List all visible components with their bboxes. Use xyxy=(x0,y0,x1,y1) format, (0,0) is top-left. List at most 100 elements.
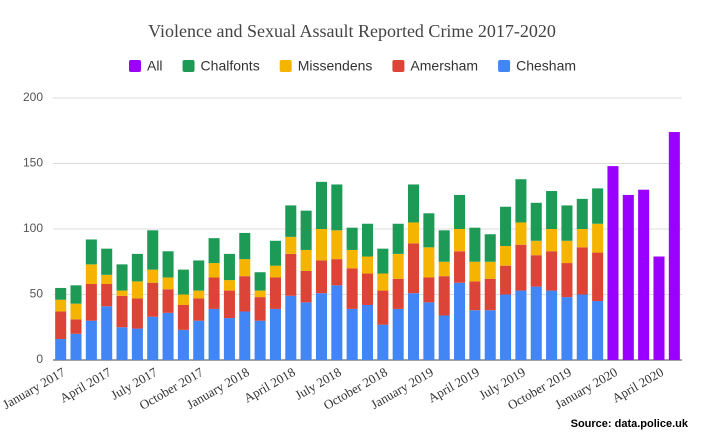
bar-segment xyxy=(269,265,281,278)
bar-segment xyxy=(546,229,558,252)
bar-segment xyxy=(377,248,389,274)
bar-segment xyxy=(315,181,327,229)
x-tick-label: April 2019 xyxy=(425,364,482,405)
bar-segment xyxy=(576,229,588,248)
bar-segment xyxy=(55,287,67,300)
bar-segment xyxy=(561,205,573,241)
bar-segment xyxy=(423,302,435,360)
bar-segment xyxy=(484,310,496,360)
legend-label: All xyxy=(147,58,163,74)
bar-segment xyxy=(331,184,343,231)
bar-segment xyxy=(101,306,113,360)
bar-segment xyxy=(377,324,389,360)
bar-segment xyxy=(408,293,420,360)
bar-segment xyxy=(85,284,97,321)
bar-segment xyxy=(500,246,512,266)
bar-segment xyxy=(638,189,650,360)
bar-segment xyxy=(361,304,374,360)
bar-segment xyxy=(592,301,604,360)
bar-segment xyxy=(592,188,604,224)
bar-segment xyxy=(177,304,189,330)
bar-segment xyxy=(285,236,297,254)
bar-segment xyxy=(607,166,619,360)
bar-segment xyxy=(55,299,67,312)
bar-segment xyxy=(193,260,205,291)
bar-segment xyxy=(546,290,558,360)
bar-segment xyxy=(454,282,466,360)
bar-segment xyxy=(361,273,374,305)
bar-segment xyxy=(239,311,251,360)
bar-segment xyxy=(285,205,297,237)
bar-segment xyxy=(208,308,220,360)
bar-segment xyxy=(469,227,481,262)
bar-segment xyxy=(208,263,220,278)
bar-segment xyxy=(315,293,327,360)
bar-segment xyxy=(101,248,113,275)
bar-segment xyxy=(254,320,266,360)
bar-segment xyxy=(346,249,358,269)
bar-segment xyxy=(116,290,128,296)
bar-segment xyxy=(85,239,97,265)
bar-segment xyxy=(131,298,143,329)
bar-segment xyxy=(223,253,235,281)
bar-segment xyxy=(147,282,159,317)
bar-segment xyxy=(561,297,573,360)
bar-segment xyxy=(346,227,358,250)
bar-segment xyxy=(423,277,435,303)
bar-segment xyxy=(668,132,680,360)
bar-segment xyxy=(331,259,343,286)
bar-segment xyxy=(484,278,496,311)
legend-swatch xyxy=(498,60,511,72)
bar-segment xyxy=(269,308,281,360)
bar-segment xyxy=(147,316,159,360)
bar-segment xyxy=(70,303,82,320)
bar-segment xyxy=(223,318,235,360)
bar-segment xyxy=(576,294,588,360)
bar-segment xyxy=(576,247,588,295)
bar-segment xyxy=(101,284,113,307)
bar-segment xyxy=(392,253,404,279)
bar-segment xyxy=(300,249,312,271)
bar-segment xyxy=(269,277,281,309)
bar-segment xyxy=(438,276,450,316)
y-tick-label: 150 xyxy=(23,156,43,170)
bar-segment xyxy=(285,253,297,296)
bar-segment xyxy=(561,240,573,264)
bar-segment xyxy=(223,290,235,319)
bar-segment xyxy=(530,286,542,360)
bar-segment xyxy=(300,270,312,303)
legend-label: Chesham xyxy=(516,58,576,74)
bar-segment xyxy=(438,315,450,360)
bar-segment xyxy=(239,276,251,312)
bar-segment xyxy=(315,229,327,261)
x-tick-label: April 2018 xyxy=(241,364,298,405)
bar-segment xyxy=(484,261,496,279)
source-note: Source: data.police.uk xyxy=(571,418,689,430)
bar-segment xyxy=(55,339,67,360)
legend-label: Missendens xyxy=(298,58,373,74)
bar-segment xyxy=(239,232,251,260)
x-tick-label: April 2020 xyxy=(609,364,666,405)
bar-segment xyxy=(70,319,82,334)
bar-segment xyxy=(515,244,527,291)
bar-segment xyxy=(469,310,481,360)
bar-segment xyxy=(239,259,251,277)
bar-segment xyxy=(546,251,558,291)
legend-swatch xyxy=(128,60,141,72)
bar-segment xyxy=(162,289,174,313)
bar-segment xyxy=(377,290,389,325)
bar-segment xyxy=(408,243,420,294)
bar-segment xyxy=(147,269,159,283)
bar-segment xyxy=(116,264,128,291)
bar-segment xyxy=(408,184,420,223)
y-tick-label: 50 xyxy=(30,287,44,301)
bar-segment xyxy=(346,268,358,309)
bar-segment xyxy=(515,290,527,360)
bar-segment xyxy=(193,298,205,321)
bar-segment xyxy=(515,179,527,223)
bar-segment xyxy=(147,230,159,270)
bar-segment xyxy=(653,256,665,360)
y-tick-label: 0 xyxy=(36,352,43,366)
bar-segment xyxy=(592,223,604,253)
bar-segment xyxy=(131,281,143,299)
